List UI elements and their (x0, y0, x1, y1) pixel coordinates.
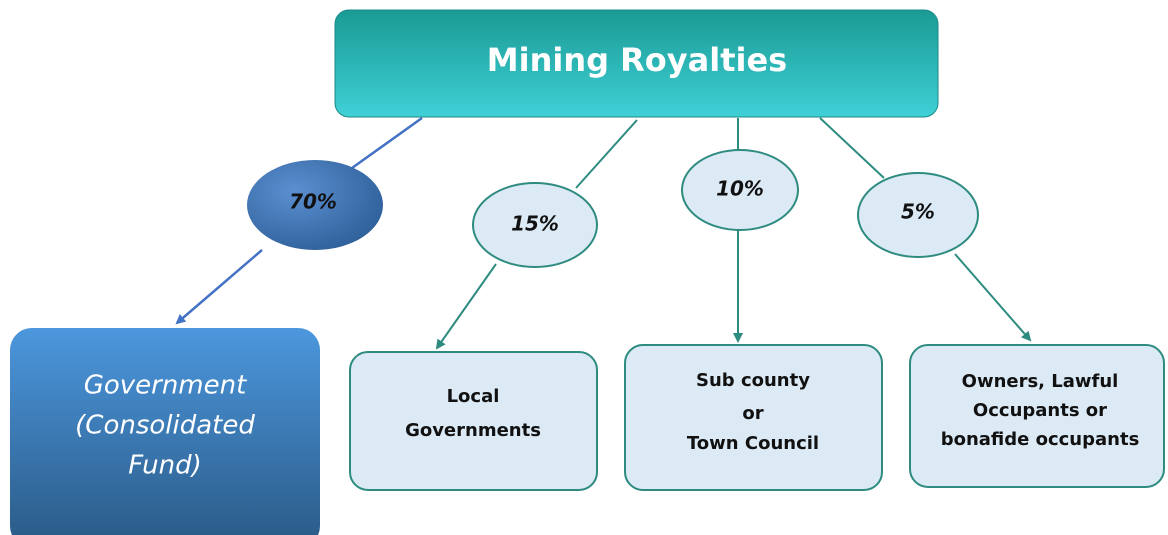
share-label: 5% (901, 200, 935, 224)
share-ellipse (681, 149, 799, 231)
root-box (334, 9, 939, 118)
recipient-label: Occupants or (973, 400, 1107, 421)
share-ellipse (247, 160, 383, 250)
recipient-label: Government (84, 371, 247, 401)
recipient-label: Fund) (128, 451, 202, 481)
recipient-box (909, 344, 1165, 488)
recipient-label: Owners, Lawful (962, 371, 1119, 392)
share-label: 15% (511, 212, 559, 236)
recipient-box (10, 328, 320, 535)
share-label: 10% (716, 177, 764, 201)
recipient-label: Governments (405, 420, 541, 441)
connector (351, 116, 423, 170)
root-label: Mining Royalties (487, 41, 787, 79)
share-label: 70% (289, 190, 337, 214)
recipient-box (349, 351, 598, 491)
arrow (435, 263, 497, 350)
recipient-label: Town Council (687, 433, 819, 454)
recipient-label: or (742, 403, 763, 424)
share-ellipse (857, 172, 979, 258)
arrow (175, 249, 263, 325)
recipient-label: bonafide occupants (941, 429, 1140, 450)
connector (575, 119, 638, 189)
share-ellipse (472, 182, 598, 268)
recipient-label: Sub county (696, 370, 810, 391)
arrow (954, 253, 1032, 342)
recipient-label: (Consolidated (75, 411, 255, 441)
recipient-box (624, 344, 883, 491)
recipient-label: Local (447, 386, 500, 407)
connector (819, 117, 885, 179)
